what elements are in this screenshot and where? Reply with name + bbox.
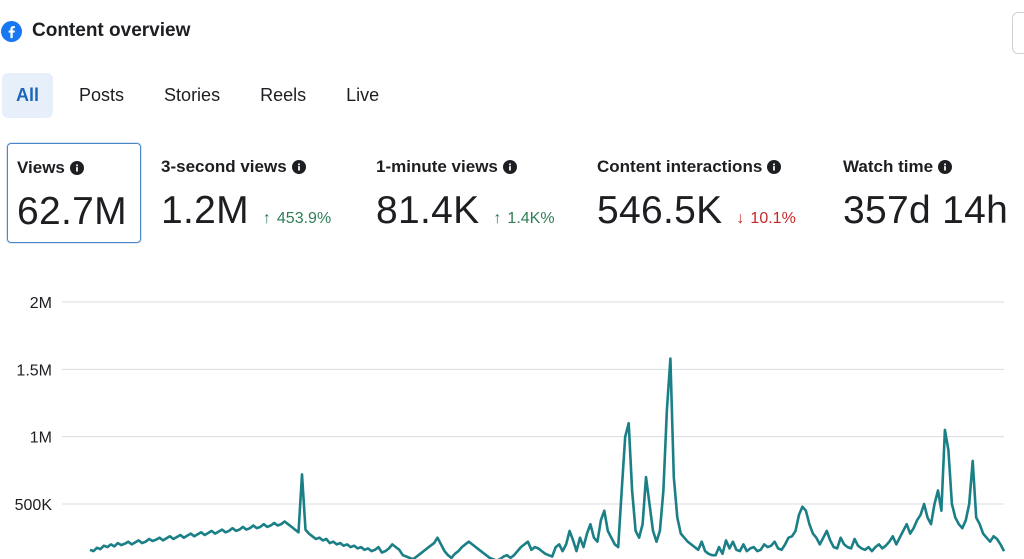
chart-svg: 2M 1.5M 1M 500K (15, 295, 1006, 559)
metric-value: 546.5K (597, 189, 723, 232)
metric-card-content-interactions[interactable]: Content interactions 546.5K ↓ 10.1% (597, 143, 822, 241)
metric-value: 357d 14h (843, 189, 1009, 232)
y-tick-label: 500K (15, 497, 53, 514)
metric-card-watch-time[interactable]: Watch time 357d 14h (843, 143, 1021, 241)
metric-label: 1-minute views (376, 157, 498, 176)
metric-label: 3-second views (161, 157, 287, 176)
facebook-logo-icon (1, 20, 22, 42)
options-button[interactable] (1012, 12, 1024, 54)
metric-card-views[interactable]: Views 62.7M (7, 143, 141, 243)
tab-reels[interactable]: Reels (260, 85, 307, 105)
page-title: Content overview (32, 20, 191, 41)
metric-card-1-minute-views[interactable]: 1-minute views 81.4K ↑ 1.4K% (376, 143, 576, 241)
arrow-down-icon: ↓ (736, 210, 745, 227)
arrow-up-icon: ↑ (493, 210, 502, 227)
metric-label: Content interactions (597, 157, 763, 176)
arrow-up-icon: ↑ (262, 210, 271, 227)
header: Content overview (0, 16, 190, 46)
info-icon[interactable] (291, 160, 306, 174)
metric-value: 1.2M (161, 189, 249, 232)
delta-value: 10.1% (750, 210, 796, 227)
y-tick-label: 1M (30, 430, 52, 447)
delta-up: ↑ 1.4K% (493, 210, 554, 228)
info-icon[interactable] (69, 161, 84, 175)
delta-down: ↓ 10.1% (736, 210, 795, 228)
info-icon[interactable] (767, 160, 782, 174)
y-tick-label: 1.5M (16, 362, 52, 379)
metric-label: Watch time (843, 157, 934, 176)
y-tick-label: 2M (30, 295, 52, 312)
content-type-tabs: All Posts Stories Reels Live (2, 73, 405, 118)
tab-stories[interactable]: Stories (164, 85, 221, 105)
delta-value: 453.9% (276, 210, 332, 227)
metric-value: 62.7M (17, 190, 127, 233)
metric-label: Views (17, 158, 65, 177)
delta-value: 1.4K% (507, 210, 555, 227)
views-line-chart[interactable]: 2M 1.5M 1M 500K (0, 280, 1024, 559)
tab-live[interactable]: Live (346, 85, 380, 105)
metric-value: 81.4K (376, 189, 480, 232)
info-icon[interactable] (938, 160, 953, 174)
tab-all[interactable]: All (2, 73, 54, 118)
views-series-line[interactable] (89, 357, 1006, 559)
metric-card-3-second-views[interactable]: 3-second views 1.2M ↑ 453.9% (161, 143, 361, 241)
delta-up: ↑ 453.9% (263, 210, 331, 228)
info-icon[interactable] (502, 160, 517, 174)
tab-posts[interactable]: Posts (79, 85, 125, 105)
